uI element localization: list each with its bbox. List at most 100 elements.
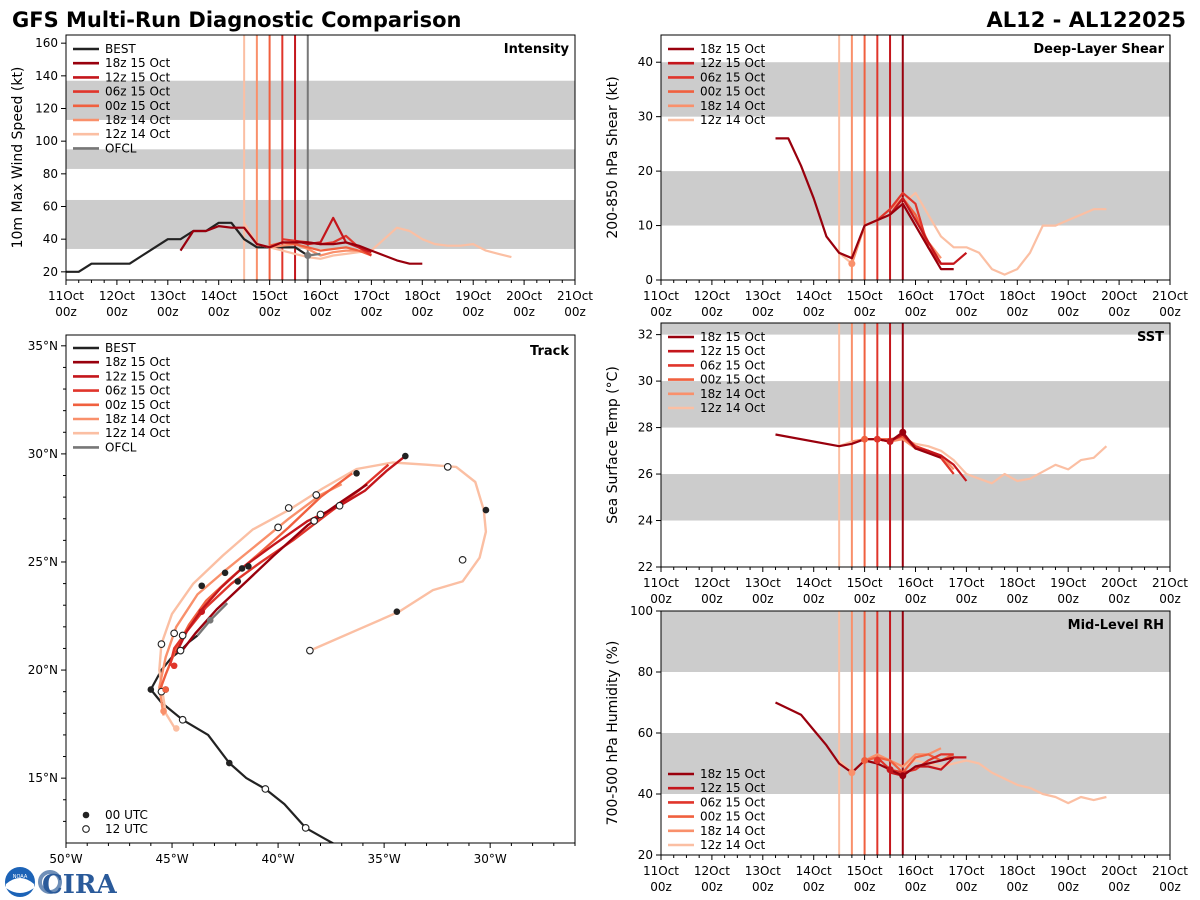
shear-xtick-label: 11Oct xyxy=(643,289,679,303)
intensity-xtick-label-hour: 00z xyxy=(157,305,179,319)
track-marker xyxy=(238,565,246,572)
sst-band xyxy=(661,474,1170,521)
sst-xtick-label: 20Oct xyxy=(1101,576,1137,590)
track-xtick-label: 35°W xyxy=(368,852,401,866)
shear-xtick-label: 15Oct xyxy=(847,289,883,303)
sst-xtick-label: 17Oct xyxy=(948,576,984,590)
rh-xtick-label-hour: 00z xyxy=(1108,880,1130,894)
track-marker xyxy=(170,629,179,638)
sst-xtick-label: 11Oct xyxy=(643,576,679,590)
intensity-ytick-label: 60 xyxy=(43,200,58,214)
sst-xtick-label: 12Oct xyxy=(694,576,730,590)
shear-panel-title: Deep-Layer Shear xyxy=(1033,42,1164,57)
rh-ytick-label: 80 xyxy=(638,665,653,679)
shear-marker xyxy=(848,260,856,268)
track-xtick-label: 30°W xyxy=(474,852,507,866)
shear-ylabel: 200-850 hPa Shear (kt) xyxy=(605,76,621,238)
shear-xtick-label-hour: 00z xyxy=(1007,305,1029,319)
track-marker xyxy=(353,470,360,477)
shear-xtick-label-hour: 00z xyxy=(956,305,978,319)
shear-legend-label: 12z 14 Oct xyxy=(700,113,766,127)
track-lines-group xyxy=(147,452,490,843)
rh-xtick-label: 14Oct xyxy=(796,864,832,878)
sst-xtick-label-hour: 00z xyxy=(854,592,876,606)
intensity-xtick-label-hour: 00z xyxy=(310,305,332,319)
intensity-legend-label: 18z 14 Oct xyxy=(105,113,171,127)
sst-series-18z-15-oct xyxy=(775,431,942,459)
sst-band xyxy=(661,381,1170,428)
sst-legend-label: 00z 15 Oct xyxy=(700,373,766,387)
track-ytick-label: 15°N xyxy=(28,771,58,785)
shear-legend-label: 12z 15 Oct xyxy=(700,56,766,70)
sst-legend-label: 12z 14 Oct xyxy=(700,401,766,415)
sst-ytick-label: 26 xyxy=(638,467,653,481)
shear-legend-label: 06z 15 Oct xyxy=(700,70,766,84)
track-marker xyxy=(245,563,252,570)
sst-legend-label: 12z 15 Oct xyxy=(700,344,766,358)
track-marker xyxy=(310,517,318,525)
shear-ytick-label: 20 xyxy=(638,164,653,178)
shear-xtick-label: 20Oct xyxy=(1101,289,1137,303)
sst-xtick-label: 16Oct xyxy=(897,576,933,590)
sst-ytick-label: 24 xyxy=(638,514,653,528)
rh-panel-title: Mid-Level RH xyxy=(1068,618,1164,633)
rh-marker xyxy=(873,756,881,764)
rh-xtick-label-hour: 00z xyxy=(956,880,978,894)
rh-xtick-label-hour: 00z xyxy=(1159,880,1181,894)
intensity-series-18z-14-oct xyxy=(256,243,372,257)
intensity-series-12z-15-oct xyxy=(294,216,372,254)
track-xtick-label: 50°W xyxy=(49,852,82,866)
rh-xtick-label-hour: 00z xyxy=(1057,880,1079,894)
intensity-xtick-label-hour: 00z xyxy=(55,305,77,319)
rh-legend-label: 18z 14 Oct xyxy=(700,824,766,838)
shear-xtick-label: 12Oct xyxy=(694,289,730,303)
track-marker xyxy=(335,501,344,510)
rh-xtick-label: 19Oct xyxy=(1050,864,1086,878)
sst-xtick-label: 14Oct xyxy=(796,576,832,590)
rh-xtick-label-hour: 00z xyxy=(905,880,927,894)
intensity-band xyxy=(66,80,575,120)
shear-xtick-label: 18Oct xyxy=(999,289,1035,303)
track-marker xyxy=(482,506,490,514)
intensity-legend-label: 00z 15 Oct xyxy=(105,99,171,113)
track-ytick-label: 20°N xyxy=(28,663,58,677)
intensity-band xyxy=(66,149,575,169)
shear-xtick-label-hour: 00z xyxy=(752,305,774,319)
track-marker xyxy=(198,582,206,590)
rh-xtick-label: 21Oct xyxy=(1152,864,1188,878)
storm-id: AL12 - AL122025 xyxy=(987,8,1187,32)
shear-xtick-label-hour: 00z xyxy=(701,305,723,319)
track-series-12z-14-oct xyxy=(158,461,488,732)
track-legend-label: 12z 14 Oct xyxy=(105,426,171,440)
sst-xtick-label-hour: 00z xyxy=(905,592,927,606)
intensity-legend-label: 12z 14 Oct xyxy=(105,127,171,141)
intensity-xtick-label: 19Oct xyxy=(455,289,491,303)
sst-xtick-label: 15Oct xyxy=(847,576,883,590)
intensity-xtick-label-hour: 00z xyxy=(259,305,281,319)
rh-ylabel: 700-500 hPa Humidity (%) xyxy=(605,641,621,826)
sst-xtick-label: 21Oct xyxy=(1152,576,1188,590)
track-marker xyxy=(178,631,187,640)
rh-xtick-label: 18Oct xyxy=(999,864,1035,878)
sst-ytick-label: 22 xyxy=(638,560,653,574)
rh-ytick-label: 20 xyxy=(638,848,653,862)
track-marker xyxy=(261,785,270,793)
rh-ytick-label: 40 xyxy=(638,787,653,801)
track-legend-label: 18z 15 Oct xyxy=(105,355,171,369)
track-marker xyxy=(160,707,167,715)
intensity-xtick-label-hour: 00z xyxy=(564,305,586,319)
track-marker xyxy=(443,463,452,471)
sst-xtick-label: 13Oct xyxy=(745,576,781,590)
track-panel: 50°W 45°W 40°W 35°W 30°W 15°N 20°N 25°N 30°N 35°N… xyxy=(28,334,576,866)
shear-series-12z-15-oct xyxy=(889,197,968,265)
track-marker xyxy=(226,759,233,767)
rh-band xyxy=(661,611,1170,672)
track-marker xyxy=(306,646,314,655)
intensity-xtick-label: 14Oct xyxy=(201,289,237,303)
cira-ring-icon xyxy=(38,870,62,894)
cira-logo: NOAA CIRA xyxy=(5,867,117,900)
intensity-ytick-label: 40 xyxy=(43,232,58,246)
track-marker xyxy=(170,662,178,670)
noaa-emblem-text: NOAA xyxy=(13,874,28,880)
